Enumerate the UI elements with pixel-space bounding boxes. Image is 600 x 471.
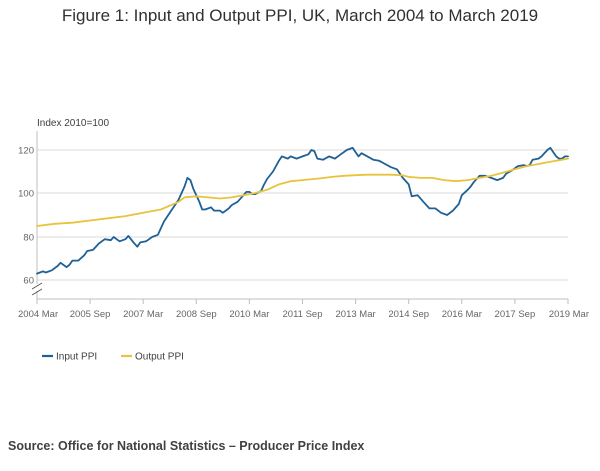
x-tick-label-2005-sep: 2005 Sep <box>70 309 111 320</box>
y-tick-label-100: 100 <box>18 189 34 200</box>
x-tick-label-2008-sep: 2008 Sep <box>176 309 217 320</box>
x-tick-label-2011-sep: 2011 Sep <box>283 309 323 320</box>
x-tick-label-2007-mar: 2007 Mar <box>123 309 163 320</box>
y-tick-label-80: 80 <box>23 233 34 244</box>
axes: 60 80 100 120 2004 Mar 2005 Sep 2007 Mar 2008 S… <box>18 131 589 320</box>
legend-label-input-ppi: Input PPI <box>56 352 97 363</box>
x-tick-label-2010-mar: 2010 Mar <box>229 309 269 320</box>
series-line-output-ppi <box>36 157 569 227</box>
gridlines <box>37 149 568 281</box>
series-lines <box>36 146 569 275</box>
y-axis-unit-label: Index 2010=100 <box>37 118 109 129</box>
axis-break-mark <box>31 288 43 296</box>
x-tick-label-2014-sep: 2014 Sep <box>388 309 429 320</box>
legend-label-output-ppi: Output PPI <box>135 352 184 363</box>
chart-title: Figure 1: Input and Output PPI, UK, Marc… <box>61 6 539 25</box>
x-tick-label-2016-mar: 2016 Mar <box>442 309 482 320</box>
axis-break-mark <box>31 282 43 290</box>
x-tick-label-2013-mar: 2013 Mar <box>336 309 376 320</box>
source-note: Source: Office for National Statistics –… <box>8 439 365 453</box>
series-line-input-ppi <box>36 146 569 275</box>
x-tick-label-2017-sep: 2017 Sep <box>495 309 536 320</box>
x-tick-label-2019-mar: 2019 Mar <box>549 309 589 320</box>
y-tick-label-120: 120 <box>18 146 34 157</box>
legend: Input PPI Output PPI <box>42 352 184 363</box>
y-tick-label-60: 60 <box>23 276 34 287</box>
x-tick-label-2004-mar: 2004 Mar <box>18 309 58 320</box>
